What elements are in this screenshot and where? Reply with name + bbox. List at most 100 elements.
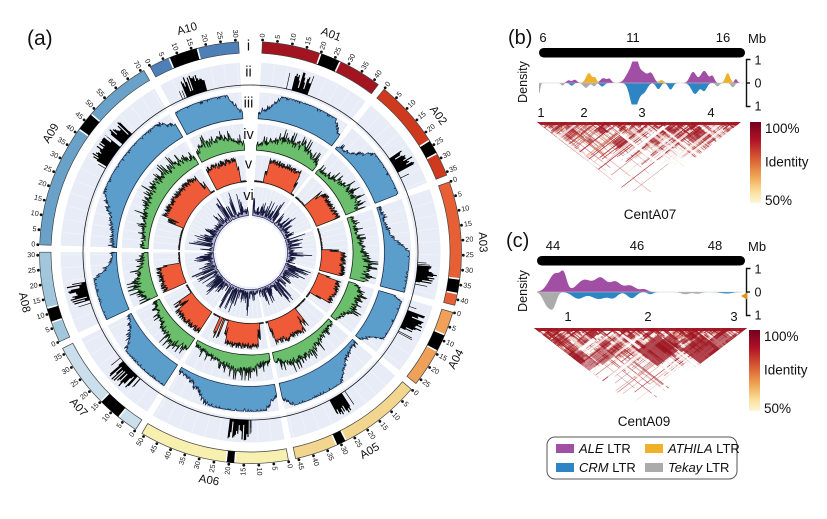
svg-text:iii: iii: [244, 96, 254, 112]
svg-text:10: 10: [406, 98, 418, 110]
svg-text:0: 0: [755, 77, 762, 91]
svg-text:4: 4: [707, 105, 714, 120]
svg-text:30: 30: [339, 445, 351, 456]
svg-text:(b): (b): [508, 27, 532, 49]
svg-text:Density: Density: [516, 269, 530, 311]
svg-text:30: 30: [192, 460, 203, 470]
svg-text:25: 25: [43, 163, 54, 174]
svg-text:35: 35: [325, 451, 336, 462]
svg-text:48: 48: [708, 238, 722, 253]
svg-text:65: 65: [118, 67, 130, 79]
svg-text:10: 10: [169, 41, 180, 52]
svg-text:5: 5: [44, 325, 51, 335]
svg-text:35: 35: [177, 456, 188, 466]
svg-text:A10: A10: [176, 21, 199, 38]
svg-text:Tekay LTR: Tekay LTR: [668, 460, 729, 475]
svg-text:Identity: Identity: [765, 155, 809, 170]
svg-text:20: 20: [430, 365, 442, 377]
svg-text:15: 15: [238, 468, 247, 476]
svg-text:20: 20: [29, 280, 38, 290]
svg-text:20: 20: [465, 234, 474, 243]
svg-text:5: 5: [402, 400, 411, 409]
svg-text:20: 20: [37, 178, 47, 189]
svg-text:10: 10: [100, 411, 112, 423]
svg-text:35: 35: [52, 351, 63, 363]
svg-text:A06: A06: [198, 473, 220, 488]
svg-text:70: 70: [132, 59, 144, 71]
svg-text:5: 5: [395, 89, 404, 98]
svg-text:25: 25: [353, 438, 365, 449]
svg-text:0: 0: [127, 430, 137, 438]
svg-text:15: 15: [184, 37, 195, 47]
svg-text:30: 30: [231, 29, 241, 38]
svg-text:A03: A03: [476, 232, 489, 253]
svg-text:50%: 50%: [765, 193, 792, 208]
svg-text:5: 5: [157, 51, 167, 58]
svg-text:6: 6: [539, 30, 546, 45]
svg-text:15: 15: [303, 36, 314, 46]
svg-text:1: 1: [755, 309, 762, 323]
svg-text:10: 10: [35, 310, 45, 321]
svg-text:1: 1: [537, 105, 544, 120]
svg-text:(a): (a): [27, 27, 53, 50]
svg-text:100%: 100%: [764, 329, 799, 344]
svg-text:0: 0: [412, 388, 421, 397]
svg-text:30: 30: [60, 365, 72, 377]
svg-text:15: 15: [378, 420, 390, 432]
svg-text:15: 15: [463, 219, 472, 229]
svg-text:25: 25: [332, 46, 343, 57]
svg-text:5: 5: [32, 224, 37, 233]
svg-text:25: 25: [28, 265, 37, 275]
svg-text:2: 2: [580, 105, 587, 120]
svg-text:Mb: Mb: [748, 31, 766, 46]
svg-text:20: 20: [78, 389, 90, 401]
svg-text:10: 10: [30, 208, 39, 218]
svg-text:0: 0: [456, 309, 462, 319]
svg-text:50%: 50%: [764, 401, 791, 416]
svg-text:100%: 100%: [765, 121, 800, 136]
svg-text:10: 10: [255, 467, 264, 475]
svg-text:40: 40: [64, 122, 76, 134]
svg-text:v: v: [245, 157, 253, 173]
svg-text:Density: Density: [516, 60, 530, 102]
svg-text:vi: vi: [243, 188, 253, 204]
svg-text:25: 25: [434, 135, 445, 147]
svg-text:5: 5: [457, 189, 463, 199]
svg-text:1: 1: [755, 100, 762, 114]
svg-text:20: 20: [366, 429, 378, 441]
svg-text:40: 40: [460, 296, 470, 307]
svg-text:30: 30: [441, 149, 452, 161]
svg-text:16: 16: [716, 30, 730, 45]
svg-text:0: 0: [285, 463, 295, 469]
svg-text:A08: A08: [16, 291, 32, 314]
svg-text:30: 30: [346, 52, 358, 63]
svg-text:0: 0: [452, 174, 459, 184]
svg-text:44: 44: [546, 238, 560, 253]
svg-text:50: 50: [134, 436, 146, 447]
svg-text:CentA09: CentA09: [618, 414, 671, 429]
svg-text:2: 2: [644, 309, 651, 324]
svg-text:30: 30: [49, 149, 60, 161]
svg-text:45: 45: [73, 109, 85, 121]
svg-text:60: 60: [106, 76, 118, 88]
svg-text:5: 5: [114, 421, 124, 430]
svg-text:i: i: [247, 38, 250, 54]
svg-text:0: 0: [258, 33, 267, 37]
svg-text:0: 0: [143, 57, 153, 65]
svg-text:15: 15: [33, 193, 43, 204]
svg-text:25: 25: [421, 377, 433, 389]
svg-text:3: 3: [730, 309, 737, 324]
svg-text:10: 10: [288, 33, 298, 43]
svg-text:35: 35: [359, 60, 371, 72]
svg-text:CRM LTR: CRM LTR: [579, 460, 636, 475]
svg-text:30: 30: [465, 265, 474, 275]
svg-text:45: 45: [148, 444, 160, 455]
svg-text:11: 11: [626, 30, 640, 45]
svg-text:0: 0: [383, 80, 392, 89]
svg-text:Mb: Mb: [748, 239, 766, 254]
svg-text:15: 15: [438, 351, 449, 363]
svg-text:1: 1: [755, 54, 762, 68]
svg-text:45: 45: [296, 461, 307, 471]
svg-text:iv: iv: [243, 127, 254, 143]
svg-text:10: 10: [445, 337, 456, 349]
